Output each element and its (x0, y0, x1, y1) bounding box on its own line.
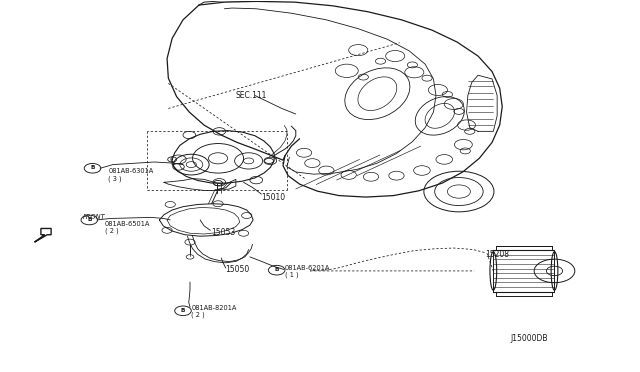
Text: 15050: 15050 (226, 264, 250, 273)
Text: 15010: 15010 (261, 193, 285, 202)
Text: 081AB-8201A
( 2 ): 081AB-8201A ( 2 ) (191, 305, 237, 318)
Text: 081AB-6301A
( 3 ): 081AB-6301A ( 3 ) (108, 168, 154, 182)
Text: FRONT: FRONT (83, 214, 106, 220)
Text: SEC.111: SEC.111 (236, 91, 268, 100)
Text: B: B (275, 267, 279, 272)
Text: 15053: 15053 (212, 228, 236, 237)
Text: 15208: 15208 (486, 250, 509, 259)
Text: 081AB-6201A
( 1 ): 081AB-6201A ( 1 ) (285, 265, 330, 278)
Text: B: B (181, 308, 185, 313)
Text: 081AB-6501A
( 2 ): 081AB-6501A ( 2 ) (104, 221, 150, 234)
Text: B: B (90, 166, 95, 170)
Text: B: B (87, 217, 92, 222)
Text: J15000DB: J15000DB (511, 334, 548, 343)
